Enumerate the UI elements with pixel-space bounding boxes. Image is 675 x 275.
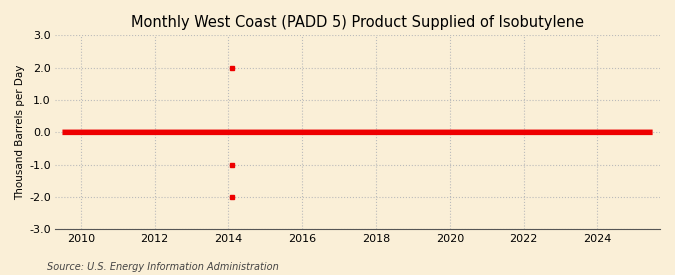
Title: Monthly West Coast (PADD 5) Product Supplied of Isobutylene: Monthly West Coast (PADD 5) Product Supp… <box>131 15 584 30</box>
Y-axis label: Thousand Barrels per Day: Thousand Barrels per Day <box>15 65 25 200</box>
Text: Source: U.S. Energy Information Administration: Source: U.S. Energy Information Administ… <box>47 262 279 272</box>
